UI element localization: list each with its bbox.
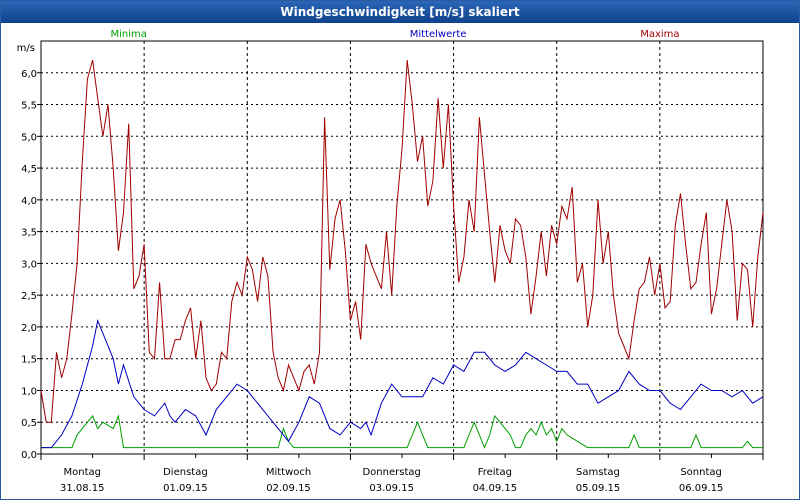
x-tick-label-date: 03.09.15 xyxy=(369,483,414,494)
x-tick-label-day: Freitag xyxy=(478,467,512,478)
x-tick-label-date: 01.09.15 xyxy=(163,483,208,494)
y-tick-label: 0,0 xyxy=(21,450,37,461)
y-tick-label: 1,5 xyxy=(21,355,37,366)
x-tick-label-date: 05.09.15 xyxy=(576,483,621,494)
y-tick-label: 6,0 xyxy=(21,69,37,80)
y-tick-label: 5,5 xyxy=(21,101,37,112)
y-tick-label: 2,0 xyxy=(21,323,37,334)
y-tick-label: 4,0 xyxy=(21,196,37,207)
y-tick-label: 3,5 xyxy=(21,228,37,239)
y-tick-label: 4,5 xyxy=(21,164,37,175)
legend-entry: Minima xyxy=(110,29,146,40)
series-line-minima xyxy=(41,414,763,449)
y-tick-label: 5,0 xyxy=(21,132,37,143)
plot-area xyxy=(40,40,764,455)
x-tick-label-day: Dienstag xyxy=(163,467,208,478)
x-tick-label-date: 04.09.15 xyxy=(473,483,518,494)
y-tick-label: 0,5 xyxy=(21,418,37,429)
y-tick-label: 3,0 xyxy=(21,259,37,270)
x-tick-label-date: 02.09.15 xyxy=(266,483,311,494)
x-tick-label-day: Mittwoch xyxy=(266,467,311,478)
x-tick-label-day: Samstag xyxy=(576,467,620,478)
x-tick-label-day: Donnerstag xyxy=(362,467,420,478)
legend-entry: Maxima xyxy=(640,29,679,40)
y-tick-label: 2,5 xyxy=(21,291,37,302)
y-axis-label: m/s xyxy=(17,43,35,54)
x-tick-label-day: Montag xyxy=(64,467,101,478)
legend-entry: Mittelwerte xyxy=(410,29,467,40)
y-tick-label: 1,0 xyxy=(21,386,37,397)
x-tick-label-date: 31.08.15 xyxy=(60,483,105,494)
chart-canvas: 0,0 0,5 1,0 1,5 2,0 2,5 3,0 3,5 4,0 4,5 5,0 5,5 6,0 m… xyxy=(17,29,764,494)
x-tick-label-day: Sonntag xyxy=(680,467,722,478)
chart-title: Windgeschwindigkeit [m/s] skaliert xyxy=(1,1,799,23)
x-tick-label-date: 06.09.15 xyxy=(679,483,724,494)
series-line-mittelwerte xyxy=(41,318,764,449)
series-line-maxima xyxy=(40,59,764,423)
